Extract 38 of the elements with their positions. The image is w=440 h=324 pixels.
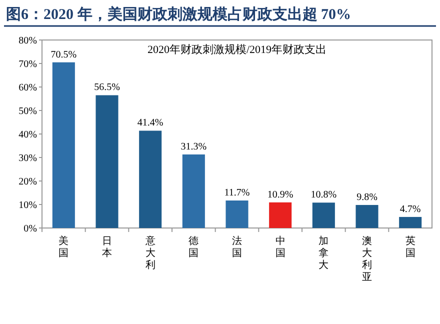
data-label: 70.5% xyxy=(50,49,77,60)
y-tick-label: 80% xyxy=(18,36,37,46)
x-tick-label: 英国 xyxy=(405,235,416,259)
x-tick-label: 法国 xyxy=(232,235,242,259)
data-label: 56.5% xyxy=(94,82,120,94)
x-tick-label: 中国 xyxy=(275,235,286,259)
y-tick-label: 50% xyxy=(18,106,37,117)
x-tick-label: 德国 xyxy=(188,236,199,259)
bar xyxy=(96,95,118,228)
x-tick-label: 澳大利亚 xyxy=(362,235,372,283)
y-tick-label: 30% xyxy=(18,153,37,164)
bar xyxy=(312,202,335,228)
x-tick-label: 加拿大 xyxy=(318,235,329,271)
y-tick-label: 70% xyxy=(18,59,37,70)
chart-title: 图6：2020 年，美国财政刺激规模占财政支出超 70% xyxy=(6,5,351,23)
x-tick-label: 意大利 xyxy=(144,235,156,271)
y-tick-label: 60% xyxy=(18,82,37,94)
data-label: 10.9% xyxy=(267,189,294,200)
data-label: 31.3% xyxy=(180,141,207,152)
data-label: 41.4% xyxy=(137,118,164,129)
data-label: 10.8% xyxy=(310,190,337,201)
bar xyxy=(269,202,292,228)
x-tick-label: 日本 xyxy=(102,236,112,259)
data-label: 9.8% xyxy=(356,192,378,203)
y-tick-label: 40% xyxy=(18,130,37,140)
bar xyxy=(226,200,248,228)
bar xyxy=(139,130,162,228)
bar xyxy=(182,154,205,228)
chart-subtitle: 2020年财政刺激规模/2019年财政支出 xyxy=(147,43,327,56)
x-tick-label: 美国 xyxy=(58,235,69,259)
bar xyxy=(356,204,378,228)
y-tick-label: 0% xyxy=(24,224,37,234)
bar xyxy=(399,216,422,228)
data-label: 11.7% xyxy=(224,188,250,199)
y-tick-label: 20% xyxy=(18,176,37,188)
bar xyxy=(52,62,75,228)
data-label: 4.7% xyxy=(400,204,421,215)
y-tick-label: 10% xyxy=(18,200,37,211)
